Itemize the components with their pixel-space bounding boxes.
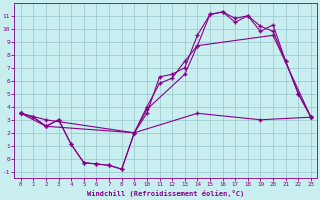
X-axis label: Windchill (Refroidissement éolien,°C): Windchill (Refroidissement éolien,°C) [87, 190, 244, 197]
